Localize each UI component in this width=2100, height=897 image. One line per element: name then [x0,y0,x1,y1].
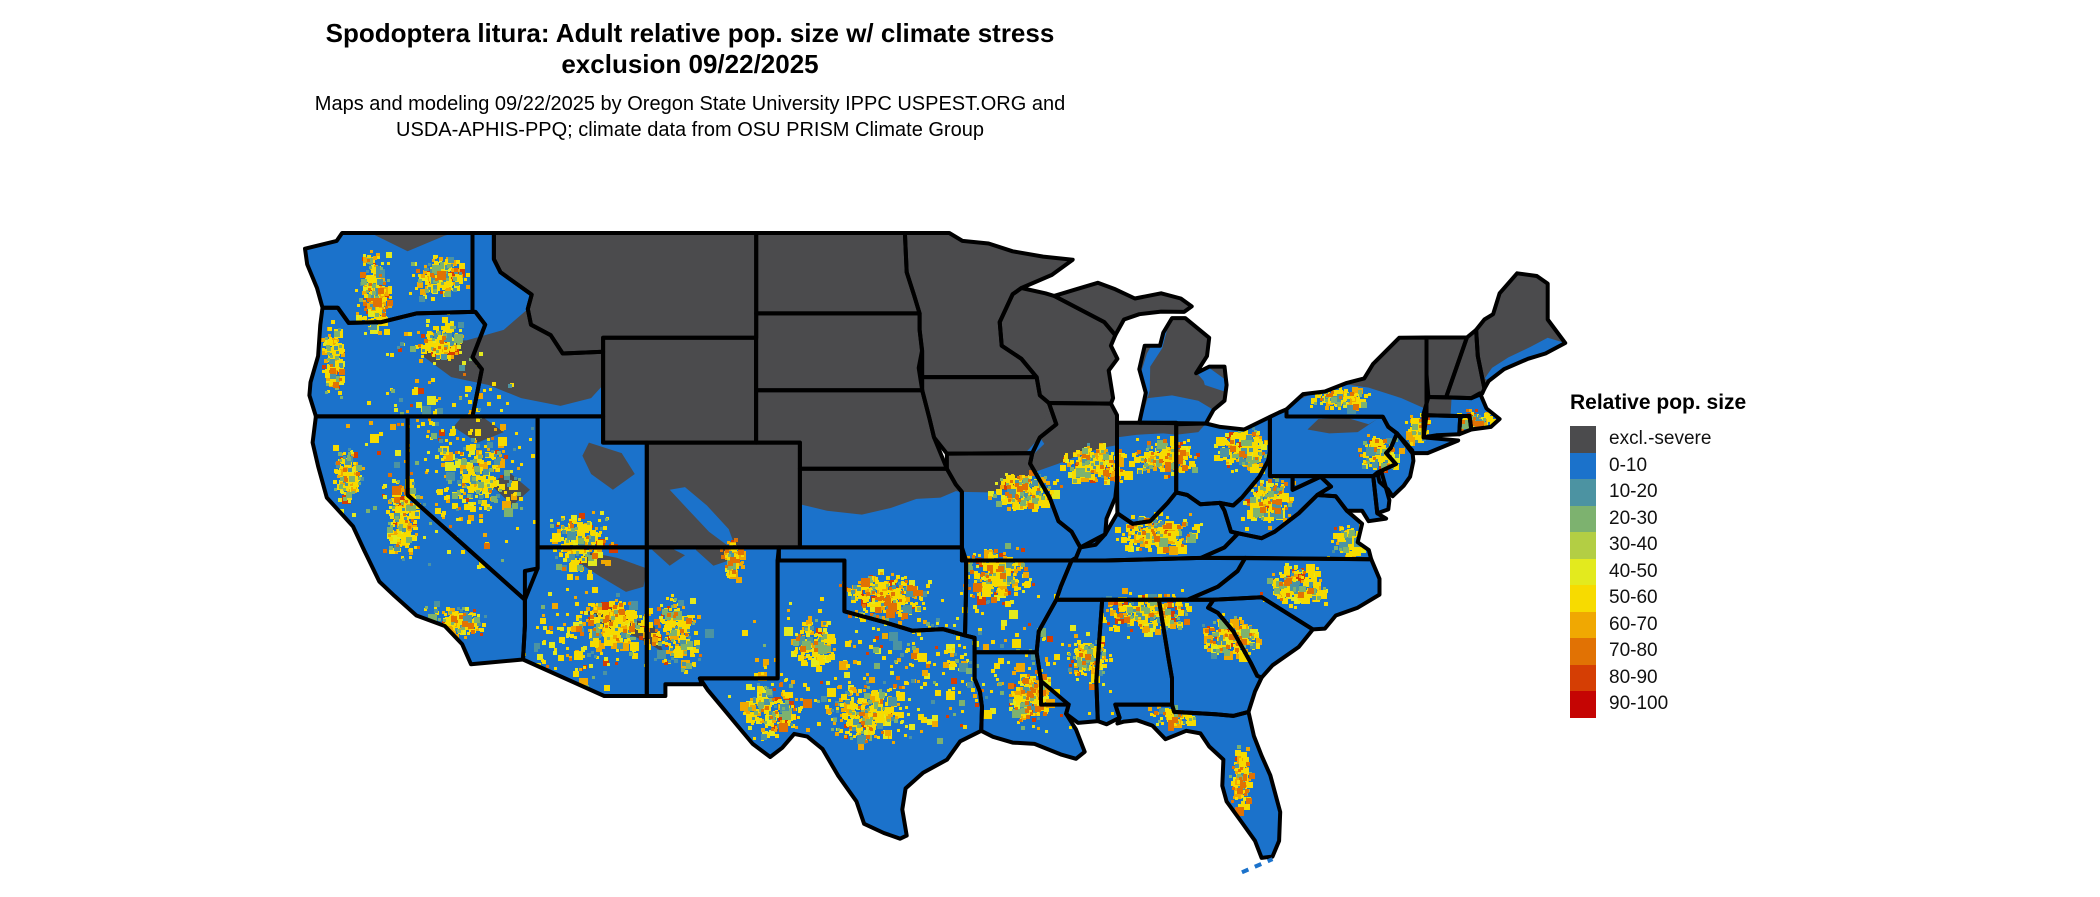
legend-label: 70-80 [1609,640,1658,662]
legend-item-40-50: 40-50 [1570,558,1746,585]
legend-label: 80-90 [1609,666,1658,688]
legend-item-60-70: 60-70 [1570,611,1746,638]
state-fill-ia [922,377,1057,454]
state-fill-nd [756,233,920,314]
page-title-line2: exclusion 09/22/2025 [561,49,819,79]
legend-swatch [1570,505,1596,532]
florida-keys [1241,857,1274,875]
state-fill-wy [603,337,756,443]
state-fill-ut [537,416,647,548]
legend-item-30-40: 30-40 [1570,532,1746,559]
state-fill-ca [312,416,525,665]
page-title-line1: Spodoptera litura: Adult relative pop. s… [325,18,1055,48]
legend-items: excl.-severe 0-10 10-20 20-30 30-40 40-50 50-6… [1570,426,1746,718]
legend-label: 20-30 [1609,507,1658,529]
legend-item-80-90: 80-90 [1570,664,1746,691]
state-borders [303,231,1568,860]
state-fill-va [1200,495,1372,560]
state-fill-ct [1423,415,1461,438]
legend-item-50-60: 50-60 [1570,585,1746,612]
legend-label: 30-40 [1609,534,1658,556]
legend-label: 10-20 [1609,481,1658,503]
legend-swatch [1570,638,1596,665]
state-fill-or [309,307,486,417]
legend-label: 40-50 [1609,560,1658,582]
state-fill-co [646,442,800,548]
map-header: Spodoptera litura: Adult relative pop. s… [0,18,1380,143]
state-fill-vt [1426,337,1467,398]
legend-item-20-30: 20-30 [1570,505,1746,532]
legend-swatch [1570,664,1596,691]
state-fill-nh [1446,329,1485,399]
state-fill-ne [756,390,947,469]
legend-swatch [1570,532,1596,559]
legend-label: 60-70 [1609,613,1658,635]
state-fill-mt [493,233,757,354]
legend-swatch [1570,611,1596,638]
legend-swatch [1570,691,1596,718]
state-fill-wi [999,288,1118,404]
legend-item-0-10: 0-10 [1570,452,1746,479]
map-legend: Relative pop. size excl.-severe 0-10 10-20… [1570,391,1746,718]
state-fill-ga [1158,599,1262,716]
legend-swatch [1570,558,1596,585]
legend-label: excl.-severe [1609,428,1712,450]
legend-label: 50-60 [1609,587,1658,609]
state-fill-sd [756,313,923,391]
legend-item-70-80: 70-80 [1570,638,1746,665]
state-fill-wa [305,233,473,323]
legend-label: 90-100 [1609,693,1669,715]
legend-title: Relative pop. size [1570,391,1747,414]
legend-item-90-100: 90-100 [1570,691,1746,718]
map-raster-layer [305,233,1566,858]
subtitle-line2: USDA-APHIS-PPQ; climate data from OSU PR… [396,119,984,141]
legend-swatch [1570,479,1596,506]
state-fill-mn [904,233,1073,378]
state-fill-tn [1056,557,1246,600]
subtitle-line1: Maps and modeling 09/22/2025 by Oregon S… [314,93,1066,115]
legend-swatch [1570,426,1596,453]
legend-swatch [1570,585,1596,612]
legend-label: 0-10 [1609,454,1648,476]
state-fill-me [1476,273,1566,389]
legend-swatch [1570,452,1596,479]
legend-item-excl-severe: excl.-severe [1570,426,1746,453]
state-fill-fl [1115,704,1281,858]
state-fill-nm [646,547,779,696]
legend-item-10-20: 10-20 [1570,479,1746,506]
map-subtitle: Maps and modeling 09/22/2025 by Oregon S… [0,91,1380,143]
